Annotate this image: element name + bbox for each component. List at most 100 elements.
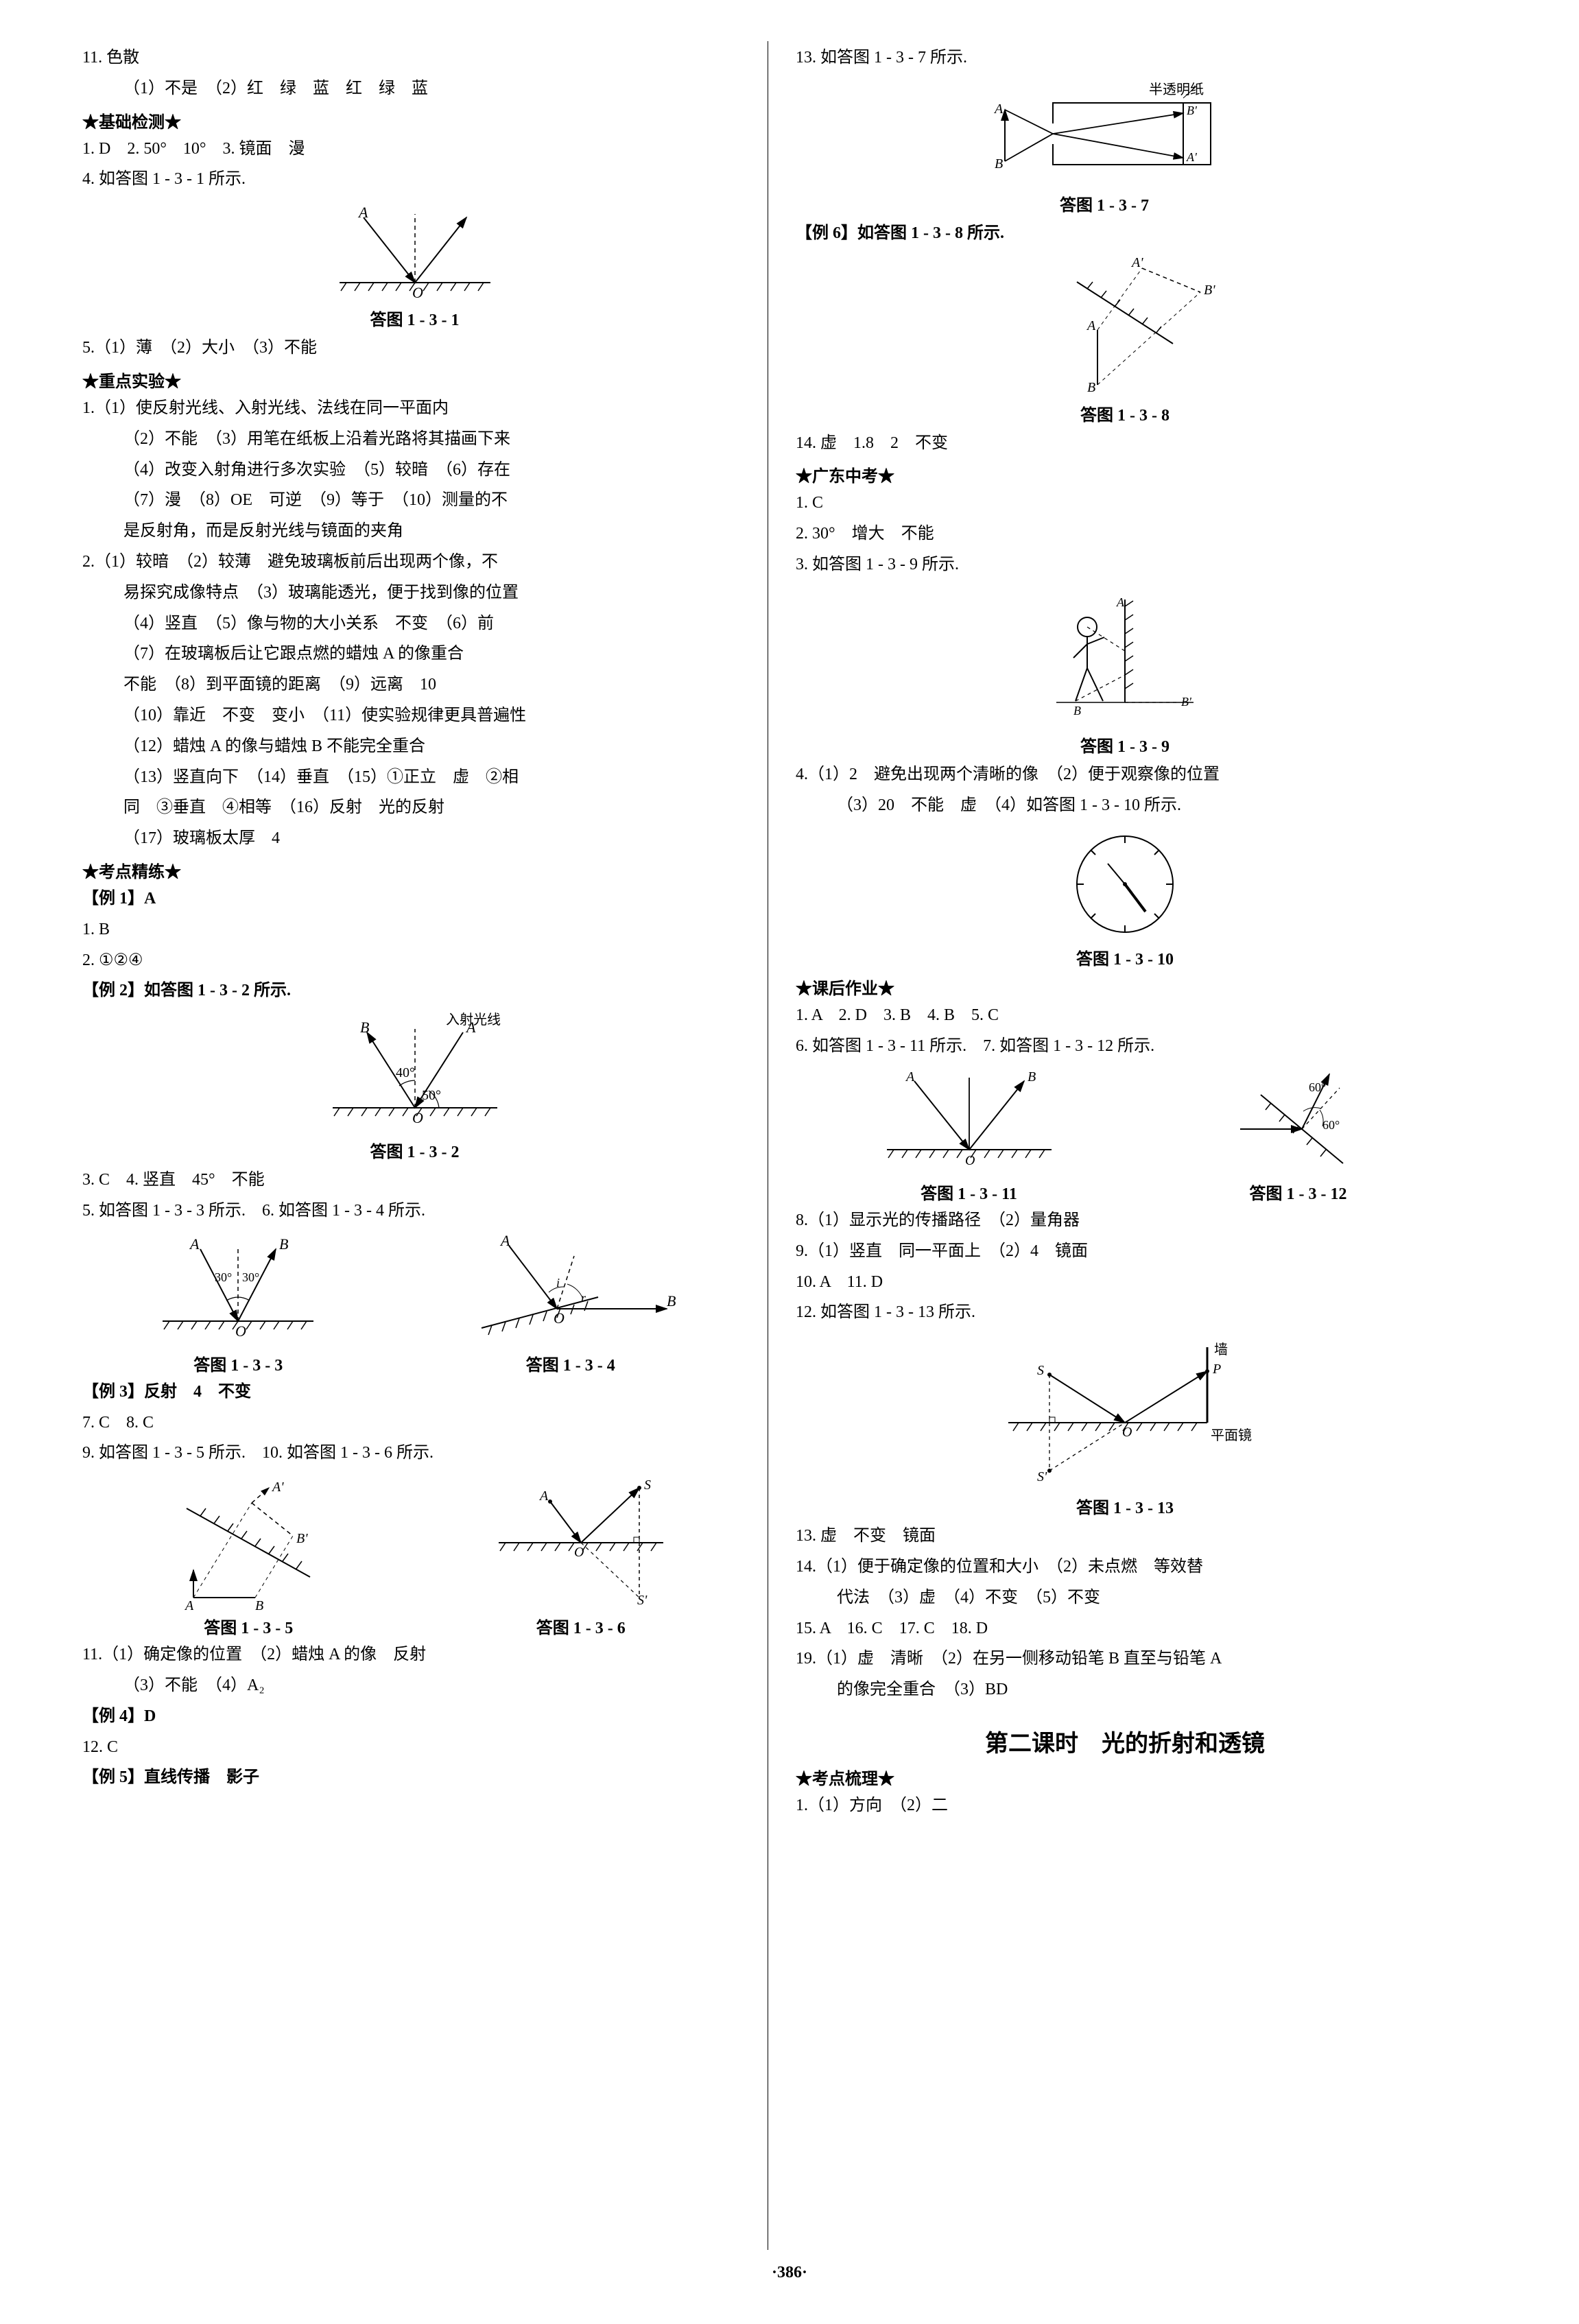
text-line: 【例 1】A: [82, 885, 747, 913]
svg-text:B: B: [279, 1235, 288, 1253]
svg-text:60°: 60°: [1322, 1118, 1340, 1132]
text-line: 1. B: [82, 916, 747, 944]
section-heading: ★广东中考★: [796, 462, 1454, 486]
text-line: 1.（1）方向 （2）二: [796, 1792, 1454, 1820]
text-line: （10）靠近 不变 变小 （11）使实验规律更具普遍性: [82, 702, 747, 730]
text-line: 19.（1）虚 清晰 （2）在另一侧移动铅笔 B 直至与铅笔 A: [796, 1645, 1454, 1673]
svg-text:A: A: [905, 1069, 915, 1084]
text-line: （2）不能 （3）用笔在纸板上沿着光路将其描画下来: [82, 425, 747, 453]
svg-text:B': B': [1181, 695, 1192, 709]
figure-caption: 答图 1 - 3 - 8: [796, 401, 1454, 425]
svg-text:O: O: [554, 1309, 565, 1327]
text-line: 11. 色散: [82, 44, 747, 72]
text-line: 1. C: [796, 489, 1454, 517]
svg-text:A': A': [1130, 255, 1143, 270]
svg-text:墙: 墙: [1214, 1342, 1228, 1357]
svg-text:S': S': [1037, 1469, 1047, 1484]
text-line: 15. A 16. C 17. C 18. D: [796, 1615, 1454, 1643]
svg-text:S: S: [1037, 1363, 1044, 1378]
text-line: 7. C 8. C: [82, 1409, 747, 1437]
text-line: 11.（1）确定像的位置 （2）蜡烛 A 的像 反射: [82, 1641, 747, 1669]
text-line: 12. C: [82, 1733, 747, 1762]
section-heading: ★考点梳理★: [796, 1765, 1454, 1789]
page-number: ·386·: [62, 2264, 1517, 2282]
figure-caption: 答图 1 - 3 - 12: [1220, 1180, 1377, 1204]
svg-text:P: P: [1212, 1362, 1221, 1377]
text-line: 4. 如答图 1 - 3 - 1 所示.: [82, 165, 747, 193]
figure-caption: 答图 1 - 3 - 4: [461, 1351, 680, 1375]
figure-1-3-9: A B B' 答图 1 - 3 - 9: [796, 586, 1454, 757]
text-line: 【例 2】如答图 1 - 3 - 2 所示.: [82, 977, 747, 1005]
text-line: 的像完全重合 （3）BD: [796, 1676, 1454, 1704]
text-line: 14.（1）便于确定像的位置和大小 （2）未点燃 等效替: [796, 1553, 1454, 1581]
text-line: 同 ③垂直 ④相等 （16）反射 光的反射: [82, 794, 747, 822]
lesson-heading: 第二课时 光的折射和透镜: [796, 1724, 1454, 1758]
text-line: 9.（1）竖直 同一平面上 （2）4 镜面: [796, 1237, 1454, 1266]
svg-text:B: B: [667, 1292, 676, 1309]
text-line: 【例 6】如答图 1 - 3 - 8 所示.: [796, 220, 1454, 248]
svg-text:平面镜: 平面镜: [1211, 1427, 1252, 1443]
svg-text:B': B': [296, 1531, 308, 1546]
svg-text:B: B: [1087, 380, 1095, 395]
svg-text:B: B: [1028, 1069, 1036, 1084]
figure-caption: 答图 1 - 3 - 1: [82, 306, 747, 330]
svg-text:B: B: [360, 1019, 369, 1036]
figure-1-3-10: 答图 1 - 3 - 10: [796, 826, 1454, 969]
svg-text:50°: 50°: [422, 1088, 441, 1103]
svg-text:B: B: [255, 1598, 263, 1611]
svg-text:O: O: [235, 1323, 246, 1340]
text-line: 8.（1）显示光的传播路径 （2）量角器: [796, 1207, 1454, 1235]
figures-1-3-11-12: A B O 答图 1 - 3 - 11: [796, 1067, 1454, 1204]
text-line: 12. 如答图 1 - 3 - 13 所示.: [796, 1299, 1454, 1327]
text-line: 1. A 2. D 3. B 4. B 5. C: [796, 1001, 1454, 1030]
text-line: （4）竖直 （5）像与物的大小关系 不变 （6）前: [82, 610, 747, 638]
text-line: 2.（1）较暗 （2）较薄 避免玻璃板前后出现两个像，不: [82, 548, 747, 576]
section-heading: ★基础检测★: [82, 108, 747, 132]
svg-text:A': A': [1186, 150, 1198, 164]
text-line: （12）蜡烛 A 的像与蜡烛 B 不能完全重合: [82, 733, 747, 761]
text-line: 6. 如答图 1 - 3 - 11 所示. 7. 如答图 1 - 3 - 12 …: [796, 1032, 1454, 1060]
text-line: 【例 5】直线传播 影子: [82, 1764, 747, 1792]
svg-text:入射光线: 入射光线: [446, 1012, 501, 1028]
svg-text:半透明纸: 半透明纸: [1149, 82, 1204, 97]
figure-1-3-7: A B B' A' 半透明纸 答图 1 - 3 - 7: [796, 79, 1454, 215]
text-line: 14. 虚 1.8 2 不变: [796, 429, 1454, 458]
text-line: 4.（1）2 避免出现两个清晰的像 （2）便于观察像的位置: [796, 761, 1454, 789]
text-line: 3. 如答图 1 - 3 - 9 所示.: [796, 551, 1454, 579]
section-heading: ★考点精练★: [82, 858, 747, 882]
figures-1-3-3-4: A B O 30° 30° 答图 1 - 3 - 3: [82, 1232, 747, 1375]
figure-caption: 答图 1 - 3 - 13: [796, 1494, 1454, 1518]
text-line: 【例 3】反射 4 不变: [82, 1378, 747, 1406]
svg-text:B: B: [995, 156, 1003, 171]
text-line: （4）改变入射角进行多次实验 （5）较暗 （6）存在: [82, 456, 747, 484]
svg-text:A: A: [993, 102, 1004, 117]
text-line: 不能 （8）到平面镜的距离 （9）远离 10: [82, 671, 747, 699]
text-line: 是反射角，而是反射光线与镜面的夹角: [82, 517, 747, 545]
svg-text:30°: 30°: [215, 1270, 232, 1284]
text-line: 5.（1）薄 （2）大小 （3）不能: [82, 334, 747, 362]
text-line: 2. ①②④: [82, 947, 747, 975]
text-line: 易探究成像特点 （3）玻璃能透光，便于找到像的位置: [82, 579, 747, 607]
svg-text:A: A: [184, 1598, 194, 1611]
figure-caption: 答图 1 - 3 - 11: [873, 1180, 1065, 1204]
text-line: 1. D 2. 50° 10° 3. 镜面 漫: [82, 135, 747, 163]
text-line: 13. 如答图 1 - 3 - 7 所示.: [796, 44, 1454, 72]
text-line: 代法 （3）虚 （4）不变 （5）不变: [796, 1584, 1454, 1612]
text-line: （3）20 不能 虚 （4）如答图 1 - 3 - 10 所示.: [796, 792, 1454, 820]
svg-text:r: r: [581, 1291, 586, 1305]
figure-caption: 答图 1 - 3 - 7: [796, 191, 1413, 215]
text-line: （17）玻璃板太厚 4: [82, 825, 747, 853]
text-line: 13. 虚 不变 镜面: [796, 1522, 1454, 1550]
figure-caption: 答图 1 - 3 - 2: [82, 1138, 747, 1162]
text-line: （7）在玻璃板后让它跟点燃的蜡烛 A 的像重合: [82, 640, 747, 668]
svg-text:O: O: [574, 1545, 584, 1560]
figure-caption: 答图 1 - 3 - 5: [152, 1614, 344, 1638]
svg-text:A: A: [1086, 318, 1096, 333]
text-line: （7）漫 （8）OE 可逆 （9）等于 （10）测量的不: [82, 486, 747, 514]
figure-1-3-8: A B A' B' 答图 1 - 3 - 8: [796, 254, 1454, 425]
svg-text:A: A: [357, 204, 368, 221]
text-line: 9. 如答图 1 - 3 - 5 所示. 10. 如答图 1 - 3 - 6 所…: [82, 1439, 747, 1467]
right-column: 13. 如答图 1 - 3 - 7 所示. A B B': [768, 41, 1475, 2250]
svg-text:O: O: [412, 1109, 423, 1126]
figures-1-3-5-6: A B A' B' 答图 1 - 3 - 5: [82, 1474, 747, 1638]
